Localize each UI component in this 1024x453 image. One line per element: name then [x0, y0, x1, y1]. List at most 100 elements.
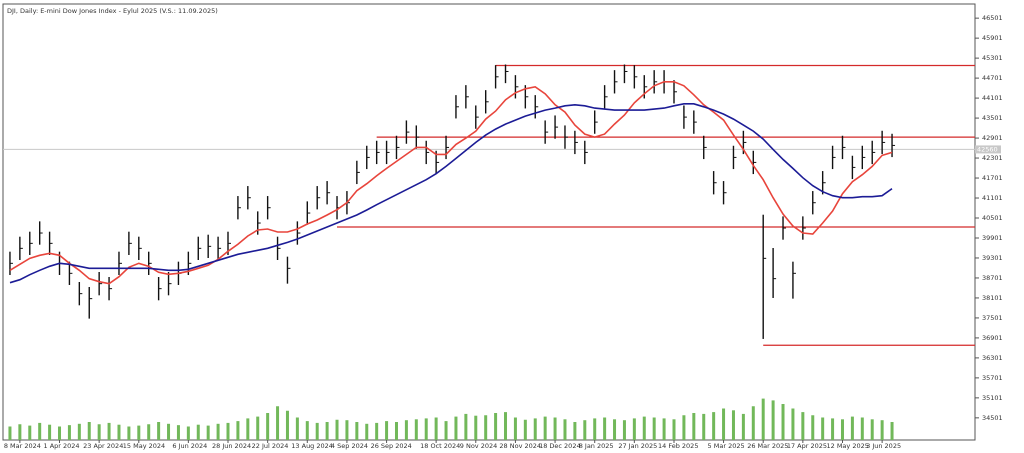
volume-bar — [712, 412, 716, 440]
volume-bar — [860, 417, 864, 440]
y-tick-label: 43501 — [982, 114, 1003, 122]
volume-bar — [137, 425, 141, 440]
x-tick-label: 15 May 2024 — [123, 442, 165, 450]
y-tick-label: 37501 — [982, 314, 1003, 322]
plot-frame — [2, 3, 976, 441]
volume-bar — [831, 418, 835, 440]
volume-bar — [632, 418, 636, 440]
x-tick-label: 12 May 2025 — [826, 442, 868, 450]
x-tick-label: 28 Jun 2024 — [212, 442, 251, 450]
x-tick-label: 17 Apr 2025 — [787, 442, 827, 450]
moving-average-line — [9, 81, 893, 285]
y-tick-label: 41701 — [982, 174, 1003, 182]
x-tick-label: 26 Sep 2024 — [371, 442, 412, 450]
volume-bar — [276, 406, 280, 440]
volume-bar — [801, 412, 805, 440]
volume-bar — [97, 424, 101, 440]
x-tick-label: 8 Jan 2025 — [579, 442, 614, 450]
volume-bar — [771, 400, 775, 440]
volume-bar — [424, 418, 428, 440]
volume-bar — [583, 420, 587, 440]
volume-bar — [246, 418, 250, 440]
x-tick-label: 3 Jun 2025 — [866, 442, 901, 450]
y-tick-label: 44101 — [982, 94, 1003, 102]
volume-bar — [335, 419, 339, 440]
volume-bar — [563, 419, 567, 440]
volume-bar — [761, 398, 765, 440]
volume-bar — [702, 413, 706, 440]
volume-bar — [741, 413, 745, 440]
x-tick-label: 28 Nov 2024 — [499, 442, 541, 450]
current-price-label: 42560 — [977, 145, 998, 153]
x-tick-label: 4 Sep 2024 — [331, 442, 368, 450]
volume-bar — [67, 425, 71, 440]
volume-bar — [18, 424, 22, 440]
volume-bar — [444, 421, 448, 440]
volume-bar — [672, 419, 676, 440]
x-tick-label: 9 Nov 2024 — [460, 442, 498, 450]
y-tick-label: 42301 — [982, 154, 1003, 162]
volume-bar — [880, 420, 884, 440]
volume-bar — [305, 421, 309, 440]
volume-bar — [662, 418, 666, 440]
volume-bar — [553, 417, 557, 440]
y-tick-label: 35701 — [982, 374, 1003, 382]
volume-bar — [216, 423, 220, 440]
volume-bar — [365, 423, 369, 440]
volume-bar — [464, 413, 468, 440]
y-tick-label: 38701 — [982, 274, 1003, 282]
volume-bar — [484, 415, 488, 440]
current-price-box — [975, 145, 1001, 154]
volume-bar — [682, 415, 686, 440]
volume-bar — [266, 413, 270, 440]
volume-bar — [811, 415, 815, 440]
y-tick-label: 41101 — [982, 194, 1003, 202]
volume-bar — [652, 417, 656, 440]
x-tick-label: 6 Jun 2024 — [172, 442, 207, 450]
volume-bar — [573, 422, 577, 440]
volume-bar — [394, 422, 398, 440]
volume-bar — [186, 426, 190, 440]
volume-bar — [613, 419, 617, 440]
x-tick-label: 8 Mar 2024 — [4, 442, 41, 450]
volume-bar — [454, 416, 458, 440]
x-tick-label: 14 Feb 2025 — [658, 442, 698, 450]
volume-bar — [295, 417, 299, 440]
volume-bar — [256, 416, 260, 440]
volume-bar — [375, 422, 379, 440]
volume-bar — [385, 421, 389, 440]
volume-bar — [355, 422, 359, 440]
y-tick-label: 34501 — [982, 414, 1003, 422]
volume-bar — [434, 417, 438, 440]
volume-bar — [58, 426, 62, 440]
volume-bar — [147, 424, 151, 440]
y-tick-label: 40501 — [982, 214, 1003, 222]
y-tick-label: 42901 — [982, 134, 1003, 142]
volume-bar — [107, 422, 111, 440]
chart-title: DJI, Daily: E-mini Dow Jones Index - Eyl… — [7, 7, 218, 15]
volume-bar — [840, 419, 844, 440]
volume-bar — [196, 424, 200, 440]
volume-bar — [781, 404, 785, 440]
volume-bar — [622, 420, 626, 440]
volume-bar — [474, 415, 478, 440]
y-tick-label: 39901 — [982, 234, 1003, 242]
y-tick-label: 36901 — [982, 334, 1003, 342]
volume-bar — [890, 422, 894, 440]
volume-bar — [236, 421, 240, 440]
volume-bar — [593, 418, 597, 440]
volume-bar — [325, 422, 329, 440]
volume-bar — [850, 416, 854, 440]
x-tick-label: 22 Jul 2024 — [252, 442, 289, 450]
y-tick-label: 36301 — [982, 354, 1003, 362]
x-tick-label: 18 Oct 2024 — [420, 442, 460, 450]
volume-bar — [533, 418, 537, 440]
volume-bar — [404, 420, 408, 440]
x-tick-label: 26 Mar 2025 — [747, 442, 788, 450]
volume-bar — [38, 422, 42, 440]
volume-bar — [692, 413, 696, 440]
volume-bar — [206, 425, 210, 440]
volume-bar — [315, 422, 319, 440]
volume-bar — [226, 422, 230, 440]
y-tick-label: 38101 — [982, 294, 1003, 302]
